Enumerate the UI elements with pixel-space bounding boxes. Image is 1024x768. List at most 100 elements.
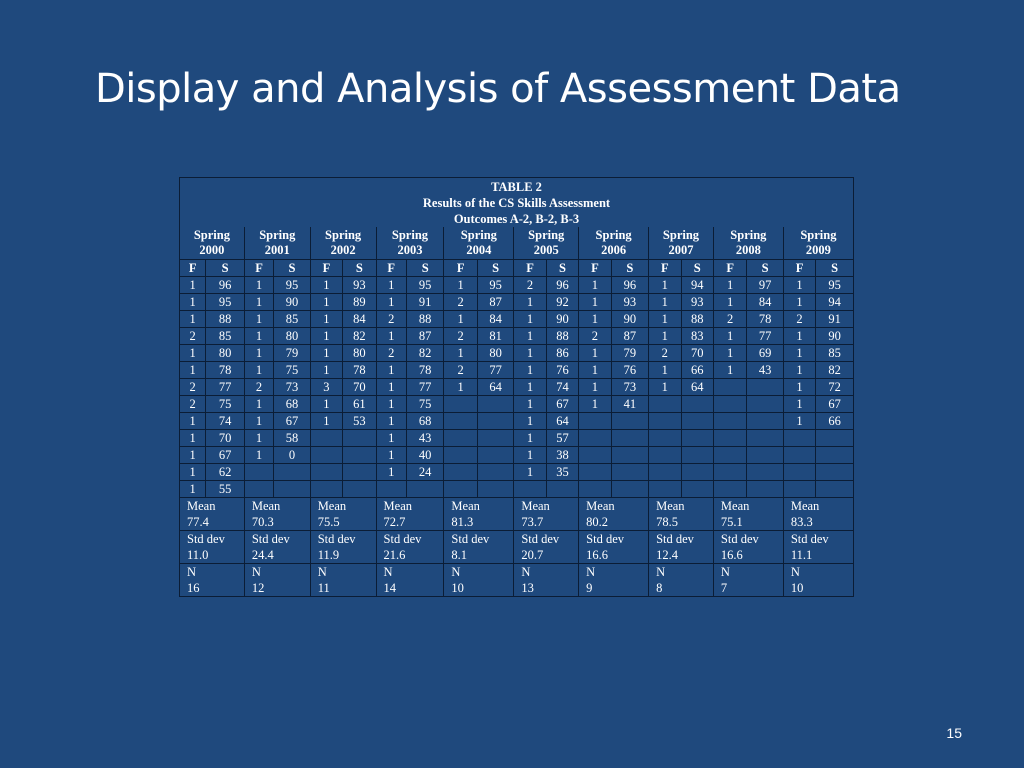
score-cell: 76 <box>610 361 650 379</box>
frequency-cell: 2 <box>712 310 748 328</box>
score-cell: 35 <box>545 463 580 481</box>
stat-value: 75.1 <box>720 515 743 529</box>
frequency-cell: 1 <box>243 310 275 328</box>
score-cell: 90 <box>545 310 580 328</box>
frequency-cell <box>712 412 748 430</box>
score-cell <box>746 378 784 396</box>
frequency-header: F <box>782 259 817 277</box>
table-row: 1 62 1 24 1 35 <box>178 463 854 481</box>
mean-cell: Mean 75.5 <box>309 497 377 531</box>
frequency-cell: 1 <box>243 327 275 345</box>
score-cell: 79 <box>273 344 311 362</box>
frequency-cell: 1 <box>243 361 275 379</box>
frequency-cell: 1 <box>782 395 817 413</box>
score-cell: 77 <box>405 378 445 396</box>
score-cell: 41 <box>610 395 650 413</box>
frequency-cell: 1 <box>782 344 817 362</box>
term-header-line: 2007 <box>668 243 694 257</box>
frequency-cell: 1 <box>309 327 344 345</box>
frequency-cell <box>712 429 748 447</box>
frequency-cell: 1 <box>309 361 344 379</box>
score-cell <box>476 446 515 464</box>
score-cell <box>610 446 650 464</box>
frequency-cell: 1 <box>648 378 682 396</box>
term-header-line: 2008 <box>735 243 761 257</box>
score-cell: 94 <box>815 293 854 311</box>
score-cell: 55 <box>205 480 245 498</box>
frequency-cell: 1 <box>375 429 407 447</box>
score-cell: 66 <box>815 412 854 430</box>
score-cell: 67 <box>815 395 854 413</box>
frequency-cell: 1 <box>443 378 478 396</box>
frequency-cell: 2 <box>178 378 207 396</box>
stat-label: Mean <box>656 499 685 513</box>
score-cell: 68 <box>273 395 311 413</box>
frequency-cell <box>648 480 682 498</box>
stat-label: N <box>521 565 531 579</box>
score-cell <box>815 463 854 481</box>
stat-value: 70.3 <box>251 515 274 529</box>
frequency-cell: 1 <box>243 446 275 464</box>
mean-cell: Mean 70.3 <box>243 497 311 531</box>
score-cell: 68 <box>405 412 445 430</box>
score-cell: 90 <box>815 327 854 345</box>
frequency-cell: 1 <box>178 361 207 379</box>
frequency-cell: 1 <box>513 310 547 328</box>
score-cell: 77 <box>205 378 245 396</box>
frequency-cell: 1 <box>243 276 275 294</box>
frequency-cell: 1 <box>178 310 207 328</box>
frequency-cell <box>443 446 478 464</box>
frequency-header: F <box>443 259 478 277</box>
mean-cell: Mean 75.1 <box>712 497 784 531</box>
score-cell: 85 <box>273 310 311 328</box>
score-cell: 87 <box>405 327 445 345</box>
std-dev-cell: Std dev 11.0 <box>179 530 245 564</box>
score-cell: 40 <box>405 446 445 464</box>
std-dev-cell: Std dev 16.6 <box>712 530 784 564</box>
mean-cell: Mean 81.3 <box>443 497 515 531</box>
stat-value: 77.4 <box>187 515 209 529</box>
score-cell: 94 <box>680 276 714 294</box>
frequency-cell: 1 <box>782 412 817 430</box>
frequency-cell <box>375 480 407 498</box>
frequency-cell: 1 <box>243 344 275 362</box>
stat-value: 12 <box>251 581 265 595</box>
stat-label: N <box>586 565 596 579</box>
frequency-cell: 1 <box>375 412 407 430</box>
stat-label: Std dev <box>720 532 759 546</box>
frequency-cell <box>648 446 682 464</box>
score-cell <box>273 480 311 498</box>
score-cell <box>342 429 377 447</box>
count-cell: N 13 <box>513 563 580 597</box>
score-header: S <box>273 259 311 277</box>
term-header: Spring 2007 <box>648 227 714 260</box>
frequency-cell <box>782 463 817 481</box>
frequency-cell: 2 <box>443 293 478 311</box>
table-row: 1 78 1 75 1 78 1 78 2 77 1 76 1 76 1 66 1 43 1 82 <box>178 361 854 379</box>
frequency-cell: 1 <box>375 293 407 311</box>
table-row: 1 96 1 95 1 93 1 95 1 95 2 96 1 96 1 94 1 97 1 95 <box>178 276 854 294</box>
term-header-row: Spring 2000 Spring 2001 Spring 2002 Spring 2003… <box>179 227 855 260</box>
score-cell: 92 <box>545 293 580 311</box>
score-cell: 78 <box>746 310 784 328</box>
term-header-line: Spring <box>730 228 767 242</box>
frequency-cell <box>243 463 275 481</box>
score-cell: 93 <box>610 293 650 311</box>
table-caption-line: Outcomes A-2, B-2, B-3 <box>453 212 580 226</box>
score-cell: 96 <box>205 276 245 294</box>
frequency-cell <box>309 463 344 481</box>
score-cell <box>746 480 784 498</box>
score-cell: 96 <box>610 276 650 294</box>
stat-value: 24.4 <box>251 548 274 562</box>
stat-value: 20.7 <box>521 548 544 562</box>
frequency-cell <box>578 480 612 498</box>
frequency-cell: 2 <box>443 327 478 345</box>
mean-cell: Mean 78.5 <box>648 497 714 531</box>
score-cell: 91 <box>815 310 854 328</box>
frequency-cell: 2 <box>178 327 207 345</box>
frequency-header: F <box>243 259 275 277</box>
score-cell: 70 <box>205 429 245 447</box>
frequency-cell: 1 <box>178 480 207 498</box>
score-cell <box>476 412 515 430</box>
stat-value: 8 <box>656 581 663 595</box>
